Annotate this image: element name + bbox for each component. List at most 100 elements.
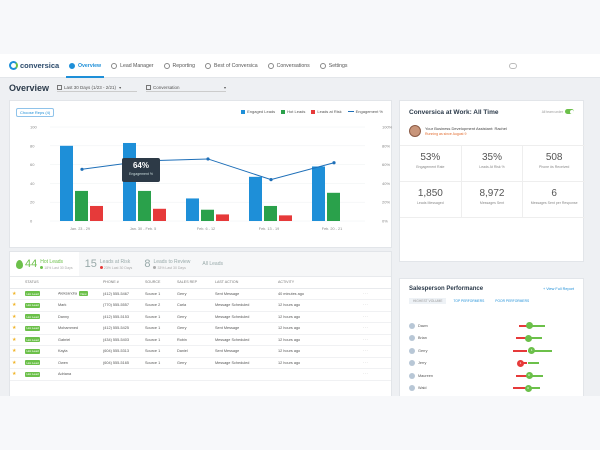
salesperson-name: Dawn	[418, 323, 428, 328]
nav-overview[interactable]: Overview	[64, 54, 106, 78]
more-options-icon[interactable]: ···	[363, 291, 369, 296]
cell-activity: 12 hours ago	[276, 357, 361, 369]
table-row[interactable]: ★ Hot Lead Mohammed (412) 555-5425 Source 1 G…	[10, 322, 391, 335]
star-icon[interactable]: ★	[12, 359, 17, 366]
tab-poor-performers[interactable]: POOR PERFORMERS	[495, 299, 530, 303]
tab-hot-leads[interactable]: 44 Hot Leads 18% Last 30 Days	[10, 252, 79, 276]
column-header-activity[interactable]: ACTIVITY	[276, 277, 361, 289]
status-badge: Hot Lead	[25, 291, 41, 297]
salesperson-row[interactable]: Wald 0	[409, 384, 579, 393]
lead-name[interactable]: Danny	[58, 314, 69, 319]
star-icon[interactable]: ★	[12, 325, 17, 332]
lead-last-action: Sent Message	[215, 326, 240, 331]
legend-item[interactable]: Engagement %	[347, 109, 383, 114]
team-toggle[interactable]: All team under	[542, 109, 574, 114]
star-icon[interactable]: ★	[12, 313, 17, 320]
nav-reporting[interactable]: Reporting	[159, 54, 201, 78]
lead-name[interactable]: Mohammed	[58, 326, 79, 331]
more-options-icon[interactable]: ···	[363, 337, 369, 342]
lead-activity: 12 hours ago	[278, 337, 301, 342]
column-header-last-action[interactable]: LAST ACTION	[213, 277, 276, 289]
table-row[interactable]: ★ Hot Lead Kayla (604) 555-5313 Source 1 Dani…	[10, 345, 391, 358]
nav-best-of[interactable]: Best of Conversica	[200, 54, 263, 78]
y-tick-label: 60	[30, 162, 35, 167]
toggle-switch[interactable]	[565, 109, 574, 114]
column-header-phone[interactable]: PHONE #	[101, 277, 143, 289]
column-header-status[interactable]: STATUS	[23, 277, 56, 289]
more-options-icon[interactable]: ···	[363, 372, 369, 377]
cell-phone: (604) 555-5165	[101, 357, 143, 369]
star-icon[interactable]: ★	[12, 348, 17, 355]
lead-source: Source 1	[145, 326, 161, 331]
tab-all-leads[interactable]: All Leads	[196, 252, 229, 276]
salesperson-row[interactable]: Gerry 1	[409, 346, 579, 355]
nav-settings[interactable]: Settings	[315, 54, 353, 78]
table-row[interactable]: ★ Hot Lead Gabriel (434) 555-5403 Source 1 Ro…	[10, 334, 391, 346]
salesperson-row[interactable]: Dawn	[409, 321, 579, 330]
more-options-icon[interactable]: ···	[363, 314, 369, 319]
cell-name: Danny	[56, 311, 101, 323]
salesperson-row[interactable]: Maureen 0	[409, 371, 579, 380]
app-window: conversica Overview Lead Manager Reporti…	[0, 54, 600, 396]
table-row[interactable]: ★ Hot Lead Aleksandra New (412) 555-5467 Sour…	[10, 288, 391, 300]
table-row[interactable]: ★ Hot Lead Mark (770) 555-5557 Source 2 Carla…	[10, 299, 391, 312]
tooltip-label: Engagement %	[129, 172, 153, 176]
assistant-title: Your Business Development Assistant: Rac…	[425, 126, 507, 131]
lead-name[interactable]: Gabriel	[58, 337, 71, 342]
more-options-icon[interactable]: ···	[363, 360, 369, 365]
tab-sub: 23% Last 30 Days	[99, 266, 132, 270]
view-full-report-link[interactable]: + View Full Report	[542, 287, 574, 291]
tab-label: Hot Leads	[40, 258, 64, 265]
star-icon[interactable]: ★	[12, 371, 17, 378]
chevron-down-icon: ▾	[224, 84, 227, 90]
lead-name[interactable]: Kayla	[58, 349, 68, 354]
column-header-sales-rep[interactable]: SALES REP	[175, 277, 213, 289]
brand-logo[interactable]: conversica	[9, 61, 64, 70]
avatar	[409, 360, 415, 366]
cell-more: ···	[361, 345, 391, 358]
lead-name[interactable]: Aleksandra	[58, 291, 77, 296]
table-row[interactable]: ★ Hot Lead Danny (412) 555-5153 Source 1 Gerr…	[10, 311, 391, 323]
assistant-select[interactable]: Conversation ▾	[146, 84, 227, 92]
more-options-icon[interactable]: ···	[363, 349, 369, 354]
cell-more: ···	[361, 368, 391, 381]
more-options-icon[interactable]: ···	[363, 303, 369, 308]
stat-phones-received: 508 Phone #s Received	[523, 146, 585, 182]
table-row[interactable]: ★ Hot Lead Owen (604) 555-5165 Source 1 Gerry…	[10, 357, 391, 369]
user-menu-icon[interactable]	[509, 63, 517, 69]
nav-conversations[interactable]: Conversations	[263, 54, 315, 78]
star-icon[interactable]: ★	[12, 302, 17, 309]
lead-name[interactable]: Owen	[58, 360, 68, 365]
cell-rep: Robin	[175, 334, 213, 346]
trend-icon	[99, 266, 103, 269]
cell-phone: (770) 555-5557	[101, 299, 143, 312]
lead-name[interactable]: Adriana	[58, 372, 72, 377]
table-row[interactable]: ★ Hot Lead Adriana ···	[10, 368, 391, 381]
date-range-select[interactable]: Last 30 Days (1/23 - 2/21) ▾	[57, 84, 138, 92]
legend-item[interactable]: Hot Leads	[281, 109, 305, 114]
star-icon[interactable]: ★	[12, 336, 17, 343]
legend-item[interactable]: Leads at Risk	[311, 109, 342, 114]
lead-name[interactable]: Mark	[58, 303, 67, 308]
engaged-bar	[528, 324, 545, 327]
star-icon[interactable]: ★	[12, 290, 17, 297]
point-engagement	[332, 161, 336, 165]
salesperson-row[interactable]: Brian	[409, 334, 579, 343]
tab-leads-to-review[interactable]: 8 Leads to Review 33% Last 30 Days	[138, 252, 196, 276]
lead-last-action: Message Scheduled	[215, 337, 250, 342]
engagement-chart-card: Choose Reps (4) Engaged Leads Hot Leads …	[9, 100, 393, 248]
more-options-icon[interactable]: ···	[363, 326, 369, 331]
choose-reps-button[interactable]: Choose Reps (4)	[16, 108, 55, 117]
lead-source: Source 1	[145, 360, 161, 365]
cell-name: Owen	[56, 357, 101, 369]
legend-item[interactable]: Engaged Leads	[241, 109, 275, 114]
salesperson-row[interactable]: Jerry 1	[409, 359, 579, 368]
logo-mark	[9, 61, 18, 70]
column-header-source[interactable]: SOURCE	[143, 277, 175, 289]
nav-lead-manager[interactable]: Lead Manager	[106, 54, 158, 78]
tab-highest-volume[interactable]: HIGHEST VOLUME	[409, 298, 447, 304]
tab-top-performers[interactable]: TOP PERFORMERS	[453, 299, 485, 303]
cell-rep: Gerry	[175, 322, 213, 335]
tab-leads-at-risk[interactable]: 15 Leads at Risk 23% Last 30 Days	[79, 252, 139, 276]
cell-star: ★	[10, 322, 23, 335]
